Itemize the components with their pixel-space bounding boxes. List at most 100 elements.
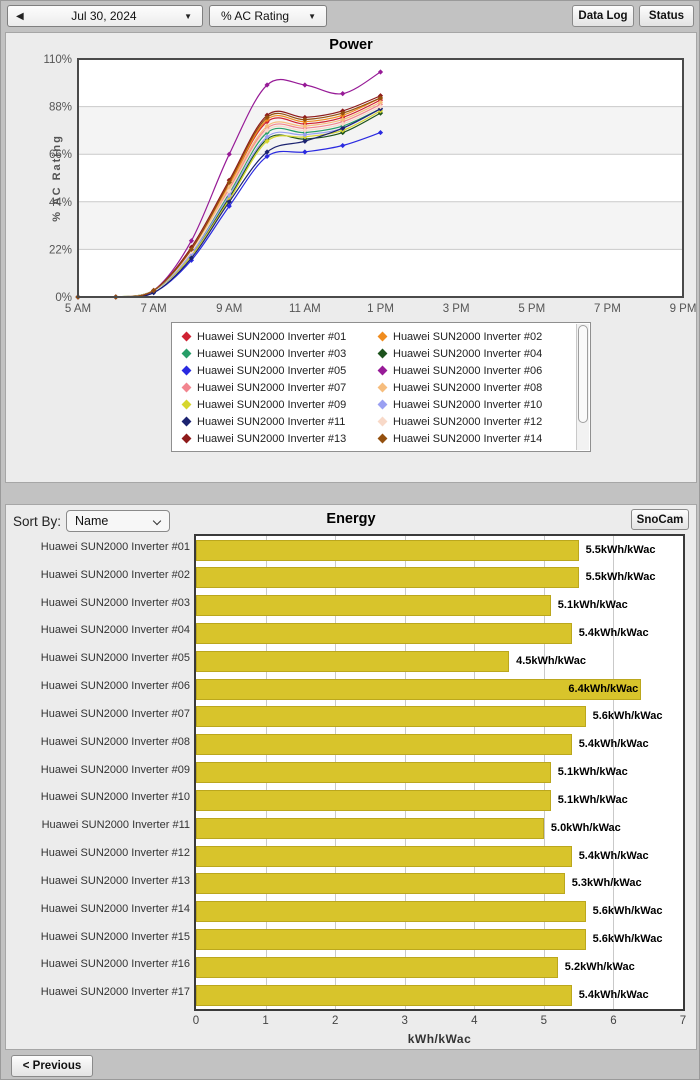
energy-bar[interactable] [196,956,558,978]
data-point-marker [188,238,195,244]
bar-value-label: 4.5kWh/kWac [516,654,586,667]
legend-label: Huawei SUN2000 Inverter #14 [393,432,543,445]
legend-item[interactable]: Huawei SUN2000 Inverter #12 [376,413,572,430]
energy-row-label: Huawei SUN2000 Inverter #10 [40,791,190,804]
data-point-marker [340,110,346,116]
energy-bar[interactable] [196,817,544,839]
legend-item[interactable]: Huawei SUN2000 Inverter #07 [180,379,376,396]
bar-value-label: 5.1kWh/kWac [557,599,628,612]
legend-item[interactable]: Huawei SUN2000 Inverter #13 [180,430,376,447]
legend-label: Huawei SUN2000 Inverter #10 [393,398,543,411]
data-point-marker [340,91,346,97]
energy-bar[interactable] [196,706,586,728]
energy-bar[interactable] [196,901,586,923]
data-point-marker [264,153,270,159]
energy-bar[interactable] [196,623,572,644]
snocam-button[interactable]: SnoCam [631,509,689,530]
energy-panel: Sort By: Name Energy SnoCam Huawei SUN20… [5,504,697,1050]
energy-bar[interactable] [196,734,572,756]
bar-value-label: 6.4kWh/kWac [568,682,639,695]
data-point-marker [226,179,232,185]
energy-row-label: Huawei SUN2000 Inverter #16 [40,958,190,971]
data-point-marker [226,188,232,194]
legend-item[interactable]: Huawei SUN2000 Inverter #03 [180,345,376,362]
gridline [613,536,615,1009]
energy-row-label: Huawei SUN2000 Inverter #09 [40,763,190,776]
energy-row-label: Huawei SUN2000 Inverter #05 [40,652,190,665]
legend-scrollbar-thumb[interactable] [578,325,588,423]
date-selector[interactable]: ◀ Jul 30, 2024 ▼ [7,5,203,27]
energy-row-label: Huawei SUN2000 Inverter #17 [40,986,190,999]
legend-marker-icon [377,365,388,376]
power-legend: Huawei SUN2000 Inverter #01 Huawei SUN200… [171,322,591,452]
data-point-marker [377,69,384,75]
energy-bar[interactable] [196,762,551,784]
data-log-button[interactable]: Data Log [572,5,634,27]
legend-item[interactable]: Huawei SUN2000 Inverter #14 [376,430,572,447]
energy-bar[interactable] [196,650,510,672]
legend-scrollbar[interactable] [576,324,589,450]
y-tick-label: 44% [49,197,72,209]
data-point-marker [340,142,346,149]
bar-value-label: 5.4kWh/kWac [578,849,649,862]
legend-label: Huawei SUN2000 Inverter #02 [393,330,543,343]
legend-marker-icon [377,348,388,359]
bar-value-label: 5.4kWh/kWac [578,988,649,1001]
energy-bar[interactable] [196,929,586,950]
energy-bar[interactable] [196,873,565,895]
legend-item[interactable]: Huawei SUN2000 Inverter #04 [376,345,572,362]
legend-item[interactable]: Huawei SUN2000 Inverter #08 [376,379,572,396]
power-line-chart: 0% 22% 44% 66% 88% 110% 5 AM 7 AM 9 AM 11 AM 1 PM 3… [43,54,696,315]
status-button[interactable]: Status [639,5,694,27]
legend-item[interactable]: Huawei SUN2000 Inverter #10 [376,396,572,413]
y-tick-label: 0% [55,292,72,304]
data-point-marker [340,125,346,131]
data-point-marker [264,149,270,155]
data-point-marker [377,104,384,110]
energy-row-label: Huawei SUN2000 Inverter #06 [40,680,190,693]
sort-by-select[interactable]: Name [66,510,170,532]
legend-item[interactable]: Huawei SUN2000 Inverter #09 [180,396,376,413]
energy-bar[interactable] [196,567,579,589]
data-point-marker [151,287,157,294]
legend-label: Huawei SUN2000 Inverter #06 [393,364,543,377]
energy-row-label: Huawei SUN2000 Inverter #13 [40,874,190,887]
data-point-marker [188,246,195,252]
energy-bar[interactable] [196,984,572,1006]
energy-bar[interactable] [196,539,579,561]
x-tick-label: 5 PM [518,303,545,315]
x-tick-label: 1 PM [367,303,394,315]
metric-selector[interactable]: % AC Rating ▼ [209,5,327,27]
bar-value-label: 5.4kWh/kWac [578,738,649,751]
data-point-marker [264,127,270,133]
data-point-marker [264,138,270,144]
legend-item[interactable]: Huawei SUN2000 Inverter #01 [180,328,376,345]
x-tick-label: 3 [401,1015,408,1027]
bar-value-label: 5.6kWh/kWac [592,933,663,945]
energy-row-label: Huawei SUN2000 Inverter #14 [40,902,190,915]
energy-bar[interactable] [196,789,551,811]
x-tick-label: 3 PM [443,303,470,315]
legend-item[interactable]: Huawei SUN2000 Inverter #02 [376,328,572,345]
plot-band [78,249,683,297]
legend-label: Huawei SUN2000 Inverter #05 [197,364,347,377]
energy-row-label: Huawei SUN2000 Inverter #02 [40,568,190,581]
legend-item[interactable]: Huawei SUN2000 Inverter #06 [376,362,572,379]
legend-item[interactable]: Huawei SUN2000 Inverter #05 [180,362,376,379]
energy-x-axis-title: kWh/kWac [407,1032,472,1046]
energy-row-label: Huawei SUN2000 Inverter #11 [41,819,190,832]
energy-row-label: Huawei SUN2000 Inverter #01 [40,541,190,553]
previous-button[interactable]: < Previous [11,1055,93,1077]
legend-label: Huawei SUN2000 Inverter #08 [393,381,543,394]
toolbar: ◀ Jul 30, 2024 ▼ % AC Rating ▼ Data Log … [1,1,699,31]
date-label: Jul 30, 2024 [71,9,137,23]
data-point-marker [302,123,308,129]
prev-date-icon[interactable]: ◀ [16,10,24,22]
energy-row-label: Huawei SUN2000 Inverter #04 [40,624,190,637]
energy-bar[interactable] [196,845,572,867]
energy-bar[interactable] [196,595,551,617]
energy-bar[interactable] [196,678,642,700]
legend-label: Huawei SUN2000 Inverter #13 [197,432,347,445]
legend-item[interactable]: Huawei SUN2000 Inverter #11 [180,413,376,430]
